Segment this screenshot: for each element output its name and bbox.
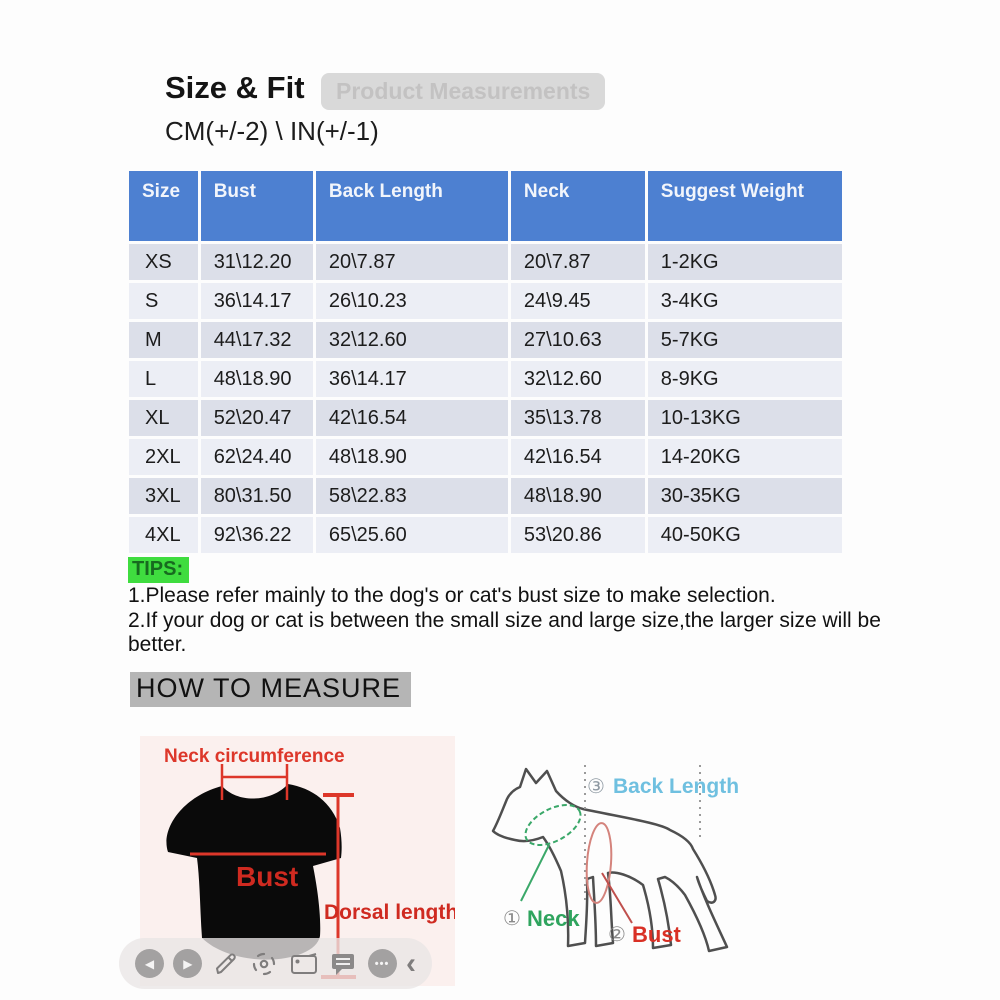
shirt-neck-label: Neck circumference xyxy=(164,746,345,767)
col-size: Size xyxy=(129,171,198,241)
cell: XL xyxy=(129,400,198,436)
cell: 48\18.90 xyxy=(510,478,645,514)
cell: 4XL xyxy=(129,517,198,553)
table-row: 2XL 62\24.40 48\18.90 42\16.54 14-20KG xyxy=(129,439,842,475)
table-row: 3XL 80\31.50 58\22.83 48\18.90 30-35KG xyxy=(129,478,842,514)
cell: 65\25.60 xyxy=(315,517,508,553)
table-row: XL 52\20.47 42\16.54 35\13.78 10-13KG xyxy=(129,400,842,436)
neck-pointer-line xyxy=(520,844,550,902)
cell: 8-9KG xyxy=(647,361,842,397)
col-suggest-weight: Suggest Weight xyxy=(647,171,842,241)
col-neck: Neck xyxy=(510,171,645,241)
tip-line-1: 1.Please refer mainly to the dog's or ca… xyxy=(128,584,776,607)
cell: 30-35KG xyxy=(647,478,842,514)
col-bust: Bust xyxy=(200,171,313,241)
cell: 3XL xyxy=(129,478,198,514)
units-note: CM(+/-2) \ IN(+/-1) xyxy=(165,116,379,146)
cell: M xyxy=(129,322,198,358)
tips-label: TIPS: xyxy=(128,557,190,583)
cell: 35\13.78 xyxy=(510,400,645,436)
dog-measure-illustration: ③ Back Length ① Neck ② Bust xyxy=(491,765,739,953)
page-title: Size & Fit xyxy=(165,70,305,105)
table-row: L 48\18.90 36\14.17 32\12.60 8-9KG xyxy=(129,361,842,397)
table-row: S 36\14.17 26\10.23 24\9.45 3-4KG xyxy=(129,283,842,319)
dog-bust-label: Bust xyxy=(632,922,682,947)
dog-neck-num: ① xyxy=(503,908,521,930)
cell: 58\22.83 xyxy=(315,478,508,514)
cell: 2XL xyxy=(129,439,198,475)
shirt-bust-label: Bust xyxy=(236,861,298,892)
cell: 20\7.87 xyxy=(315,244,508,280)
cell: 20\7.87 xyxy=(510,244,645,280)
bust-pointer-line xyxy=(601,872,633,924)
dog-back-length-num: ③ xyxy=(587,776,605,798)
table-row: 4XL 92\36.22 65\25.60 53\20.86 40-50KG xyxy=(129,517,842,553)
dog-outline xyxy=(491,767,729,953)
dog-bust-num: ② xyxy=(608,924,626,946)
dog-back-length-label: Back Length xyxy=(613,775,739,798)
cell: 48\18.90 xyxy=(315,439,508,475)
product-measurements-badge: Product Measurements xyxy=(321,73,606,110)
cell: 14-20KG xyxy=(647,439,842,475)
cell: XS xyxy=(129,244,198,280)
cell: 1-2KG xyxy=(647,244,842,280)
cell: 53\20.86 xyxy=(510,517,645,553)
comment-icon[interactable] xyxy=(328,950,358,978)
play-icon[interactable]: ▶ xyxy=(173,949,203,978)
shirt-dorsal-label: Dorsal length xyxy=(324,901,455,924)
more-icon[interactable]: ••• xyxy=(367,949,397,978)
cell: 5-7KG xyxy=(647,322,842,358)
cell: 31\12.20 xyxy=(200,244,313,280)
how-to-measure-title: HOW TO MEASURE xyxy=(130,672,412,707)
cell: 32\12.60 xyxy=(315,322,508,358)
collapse-chevron-icon[interactable]: ‹ xyxy=(405,946,416,980)
cell: 26\10.23 xyxy=(315,283,508,319)
cell: 48\18.90 xyxy=(200,361,313,397)
cell: 10-13KG xyxy=(647,400,842,436)
cell: 52\20.47 xyxy=(200,400,313,436)
cell: 36\14.17 xyxy=(315,361,508,397)
cell: 3-4KG xyxy=(647,283,842,319)
cell: L xyxy=(129,361,198,397)
table-row: XS 31\12.20 20\7.87 20\7.87 1-2KG xyxy=(129,244,842,280)
cell: S xyxy=(129,283,198,319)
tip-line-2: 2.If your dog or cat is between the smal… xyxy=(128,608,881,657)
cell: 32\12.60 xyxy=(510,361,645,397)
cell: 92\36.22 xyxy=(200,517,313,553)
edit-pencil-icon[interactable] xyxy=(212,950,240,978)
cell: 24\9.45 xyxy=(510,283,645,319)
back-icon[interactable]: ◀ xyxy=(135,949,164,978)
screenshot-icon[interactable] xyxy=(289,951,319,977)
neck-measure-ellipse xyxy=(524,804,582,846)
cell: 42\16.54 xyxy=(315,400,508,436)
cell: 44\17.32 xyxy=(200,322,313,358)
move-rotate-icon[interactable] xyxy=(249,949,279,979)
cell: 42\16.54 xyxy=(510,439,645,475)
dog-neck-label: Neck xyxy=(527,906,580,931)
table-row: M 44\17.32 32\12.60 27\10.63 5-7KG xyxy=(129,322,842,358)
col-back-length: Back Length xyxy=(315,171,508,241)
floating-toolbar: ◀ ▶ ••• ‹ xyxy=(119,938,432,989)
table-header-row: Size Bust Back Length Neck Suggest Weigh… xyxy=(129,171,842,241)
tshirt-silhouette xyxy=(166,784,342,960)
cell: 62\24.40 xyxy=(200,439,313,475)
tips-text: 1.Please refer mainly to the dog's or ca… xyxy=(128,584,928,658)
cell: 80\31.50 xyxy=(200,478,313,514)
size-chart-table: Size Bust Back Length Neck Suggest Weigh… xyxy=(126,168,845,556)
cell: 40-50KG xyxy=(647,517,842,553)
cell: 27\10.63 xyxy=(510,322,645,358)
bust-measure-ellipse xyxy=(585,822,613,904)
cell: 36\14.17 xyxy=(200,283,313,319)
